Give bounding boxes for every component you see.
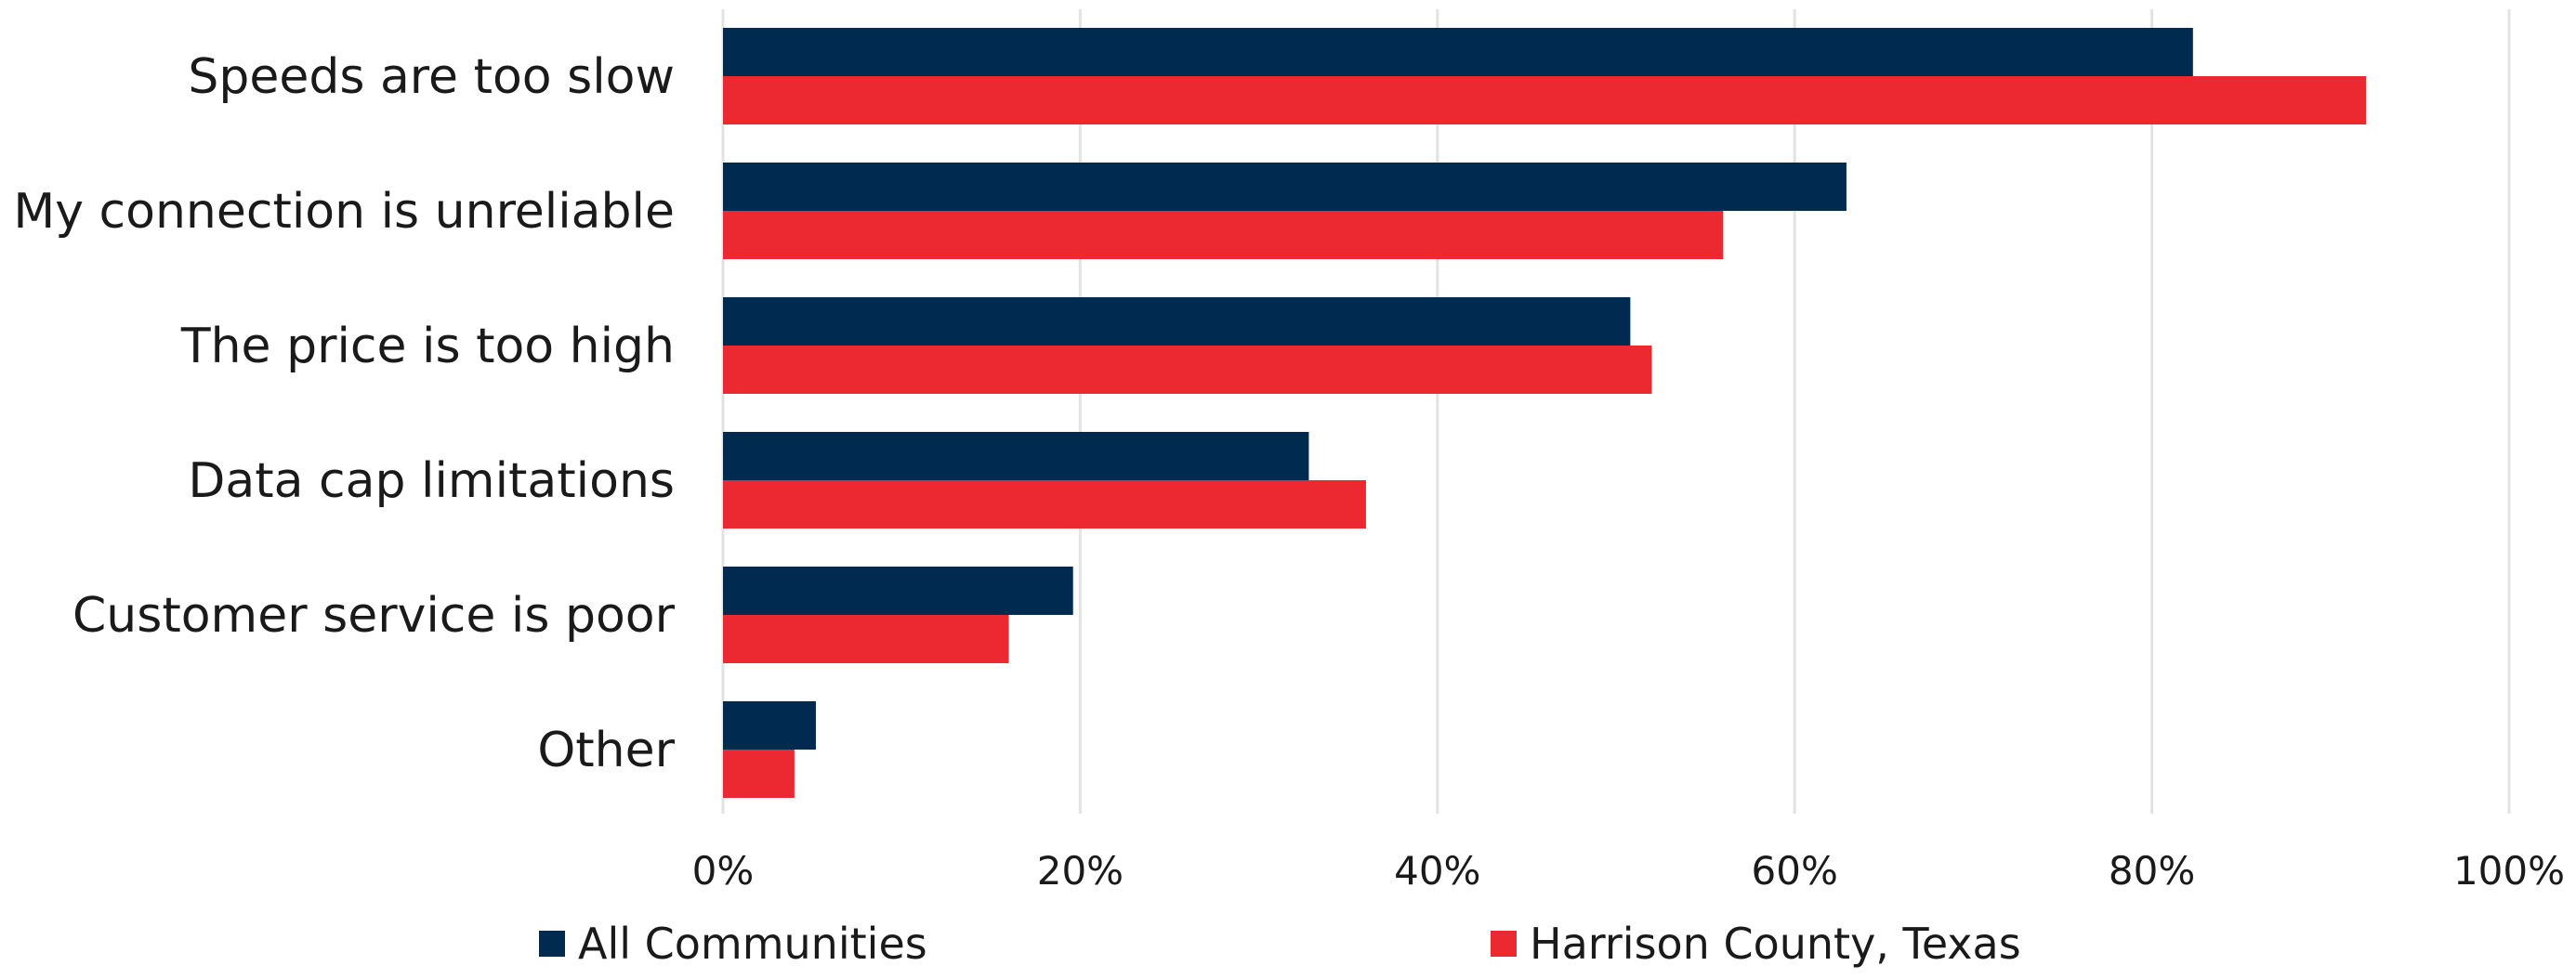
x-tick-label: 80% — [2109, 848, 2195, 894]
bar-harrison-county-1 — [723, 211, 1724, 259]
x-tick-label: 100% — [2453, 848, 2565, 894]
bar-all-communities-5 — [723, 701, 816, 750]
legend-swatch-harrison-county — [1491, 931, 1517, 957]
bar-harrison-county-4 — [723, 615, 1009, 663]
category-labels: Speeds are too slow My connection is unre… — [13, 49, 675, 778]
category-label: The price is too high — [180, 319, 675, 374]
x-tick-label: 0% — [692, 848, 755, 894]
bar-all-communities-4 — [723, 567, 1073, 615]
category-label: Speeds are too slow — [188, 49, 675, 105]
bar-layer — [723, 28, 2367, 798]
x-tick-label: 40% — [1394, 848, 1480, 894]
legend-label-harrison-county: Harrison County, Texas — [1530, 919, 2021, 969]
x-tick-labels: 0% 20% 40% 60% 80% 100% — [692, 848, 2565, 894]
x-tick-label: 60% — [1752, 848, 1838, 894]
bar-all-communities-0 — [723, 28, 2193, 76]
category-label: Customer service is poor — [72, 588, 676, 644]
bar-harrison-county-5 — [723, 750, 795, 798]
bar-all-communities-1 — [723, 163, 1847, 211]
legend: All Communities Harrison County, Texas — [539, 919, 2021, 969]
bar-harrison-county-0 — [723, 76, 2367, 124]
bar-harrison-county-2 — [723, 346, 1652, 394]
category-label: Other — [537, 723, 675, 778]
bar-all-communities-2 — [723, 297, 1631, 346]
x-tick-label: 20% — [1037, 848, 1124, 894]
bar-all-communities-3 — [723, 432, 1309, 480]
category-label: My connection is unreliable — [13, 184, 675, 240]
grid-layer — [721, 9, 2511, 814]
category-label: Data cap limitations — [188, 453, 675, 509]
legend-label-all-communities: All Communities — [578, 919, 927, 969]
legend-swatch-all-communities — [539, 931, 565, 957]
bar-harrison-county-3 — [723, 480, 1366, 529]
